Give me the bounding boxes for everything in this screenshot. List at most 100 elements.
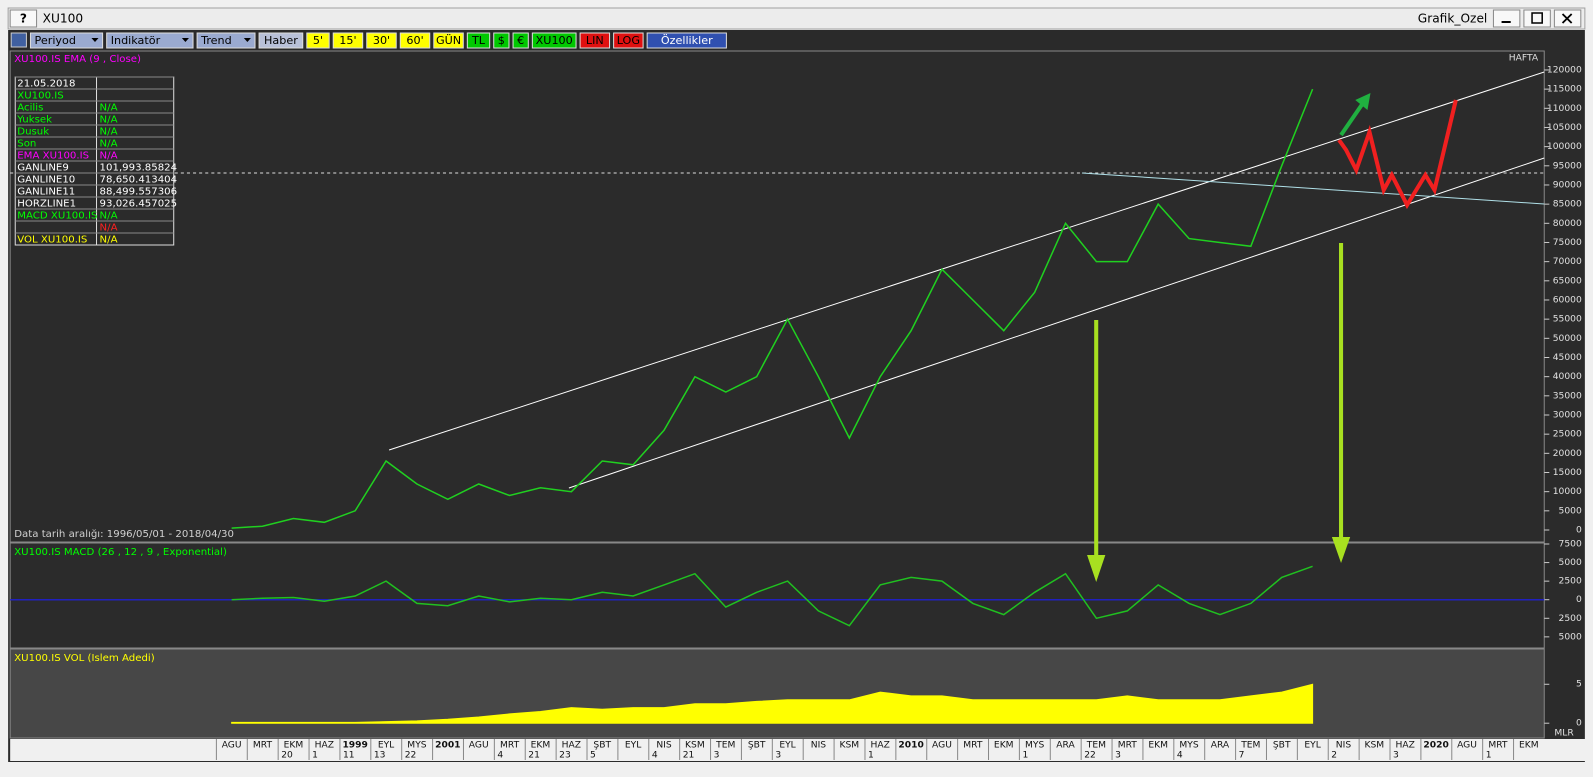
- toolbar-button[interactable]: [646, 32, 727, 49]
- x-tick-sublabel: 4: [652, 751, 658, 761]
- x-tick-label: 2020: [1423, 741, 1448, 751]
- info-value: N/A: [100, 235, 118, 246]
- down-arrow-head-2: [1331, 537, 1351, 563]
- x-tick-sublabel: 3: [1393, 751, 1399, 761]
- x-tick-label: MYS: [1179, 741, 1199, 751]
- x-tick-sublabel: 3: [1115, 751, 1121, 761]
- toolbar-button[interactable]: [399, 32, 431, 49]
- toolbar-button[interactable]: [433, 32, 464, 49]
- dropdown-arrow: [181, 38, 189, 42]
- info-label: Dusuk: [17, 127, 49, 138]
- minimize-button[interactable]: [1492, 9, 1521, 28]
- maximize-button[interactable]: [1523, 9, 1551, 28]
- x-tick-label: EKM: [994, 741, 1014, 751]
- x-tick-label: HAZ: [871, 741, 890, 751]
- y-tick-label: 5: [1576, 680, 1582, 690]
- info-label: XU100.IS: [17, 91, 63, 102]
- y-tick-label: 65000: [1553, 276, 1582, 286]
- x-tick-label: TEM: [1240, 741, 1260, 751]
- drawings: [10, 71, 1545, 582]
- x-tick-sublabel: 21: [528, 751, 540, 761]
- x-tick-label: MYS: [407, 741, 427, 751]
- toolbar-button[interactable]: [579, 32, 611, 49]
- x-tick-label: 2001: [435, 741, 460, 751]
- x-tick-label: MRT: [500, 741, 520, 751]
- x-tick-label: ŞBT: [748, 741, 766, 751]
- close-icon: [1561, 13, 1573, 24]
- maximize-icon: [1531, 12, 1543, 24]
- x-tick-sublabel: 7: [1239, 751, 1245, 761]
- toolbar-label: LIN: [586, 34, 604, 47]
- toolbar-button[interactable]: [512, 32, 529, 49]
- panel-title: XU100.IS EMA (9 , Close): [14, 54, 141, 65]
- info-value: N/A: [100, 139, 118, 150]
- toolbar-button[interactable]: [366, 32, 397, 49]
- info-value: 78,650.413404: [100, 175, 178, 186]
- x-tick-label: ŞBT: [1273, 741, 1291, 751]
- x-tick-sublabel: 4: [1177, 751, 1183, 761]
- projection-zigzag: [1337, 99, 1458, 210]
- info-label: Yuksek: [16, 115, 52, 126]
- toolbar-button[interactable]: [613, 32, 644, 49]
- toolbar-button[interactable]: [258, 32, 304, 49]
- unit-label: MLR: [1554, 729, 1574, 739]
- x-tick-label: EYL: [378, 741, 394, 751]
- dropdown-arrow: [91, 38, 99, 42]
- toolbar-icon[interactable]: [10, 32, 27, 48]
- toolbar-label: Periyod: [35, 34, 76, 47]
- info-value: 88,499.557306: [100, 187, 178, 198]
- toolbar-button[interactable]: [332, 32, 364, 49]
- window-buttons: [1492, 9, 1582, 28]
- y-tick-label: 5000: [1559, 506, 1582, 516]
- panel-title: XU100.IS VOL (Islem Adedi): [14, 653, 155, 664]
- y-tick-label: 110000: [1547, 104, 1582, 114]
- toolbar-label: TL: [471, 34, 486, 47]
- y-tick-label: 75000: [1553, 238, 1582, 248]
- toolbar-button[interactable]: [306, 32, 330, 49]
- info-label: GANLINE11: [17, 187, 75, 198]
- x-tick-sublabel: 22: [1084, 751, 1096, 761]
- info-value: N/A: [100, 127, 118, 138]
- info-value: N/A: [100, 151, 118, 162]
- up-arrow-head: [1355, 93, 1371, 110]
- toolbar-button[interactable]: [531, 32, 577, 49]
- volume-area: [231, 683, 1314, 724]
- toolbar-button[interactable]: [493, 32, 510, 49]
- toolbar-label: $: [498, 34, 505, 47]
- toolbar-label: Özellikler: [661, 34, 713, 47]
- x-tick-label: EKM: [531, 741, 551, 751]
- toolbar-label: LOG: [617, 34, 640, 47]
- toolbar-button[interactable]: [196, 32, 256, 49]
- info-value: N/A: [100, 103, 118, 114]
- y-tick-label: 45000: [1553, 353, 1582, 363]
- y-tick-label: 10000: [1553, 487, 1582, 497]
- help-button[interactable]: [9, 9, 38, 28]
- x-tick-label: EYL: [1304, 741, 1320, 751]
- series-line: [231, 88, 1314, 529]
- help-text: ?: [20, 12, 27, 26]
- toolbar-button[interactable]: [106, 32, 194, 49]
- toolbar-button[interactable]: [29, 32, 104, 49]
- x-tick-label: MRT: [963, 741, 983, 751]
- toolbar-label: Haber: [264, 34, 298, 47]
- y-tick-label: 120000: [1547, 66, 1582, 76]
- y-tick-label: 0: [1576, 719, 1582, 729]
- x-tick-label: 2010: [898, 741, 923, 751]
- y-tick-label: 90000: [1553, 181, 1582, 191]
- x-tick-label: EYL: [625, 741, 641, 751]
- x-tick-sublabel: 20: [281, 751, 293, 761]
- x-tick-sublabel: 22: [405, 751, 417, 761]
- x-tick-sublabel: 2: [1331, 751, 1337, 761]
- x-tick-sublabel: 21: [683, 751, 695, 761]
- y-tick-label: 7500: [1559, 540, 1582, 550]
- toolbar-button[interactable]: [466, 32, 491, 49]
- toolbar-buttons: Periyod Indikatör Trend Haber 5' 15' 30' 60' GÜN…: [29, 32, 727, 49]
- y-tick-label: 15000: [1553, 468, 1582, 478]
- x-tick-sublabel: 3: [714, 751, 720, 761]
- x-tick-sublabel: 13: [374, 751, 386, 761]
- x-tick-label: TEM: [715, 741, 735, 751]
- y-tick-label: 50000: [1553, 334, 1582, 344]
- up-arrow: [1339, 99, 1367, 137]
- x-tick-label: AGU: [932, 741, 952, 751]
- channel-lower: [568, 157, 1545, 489]
